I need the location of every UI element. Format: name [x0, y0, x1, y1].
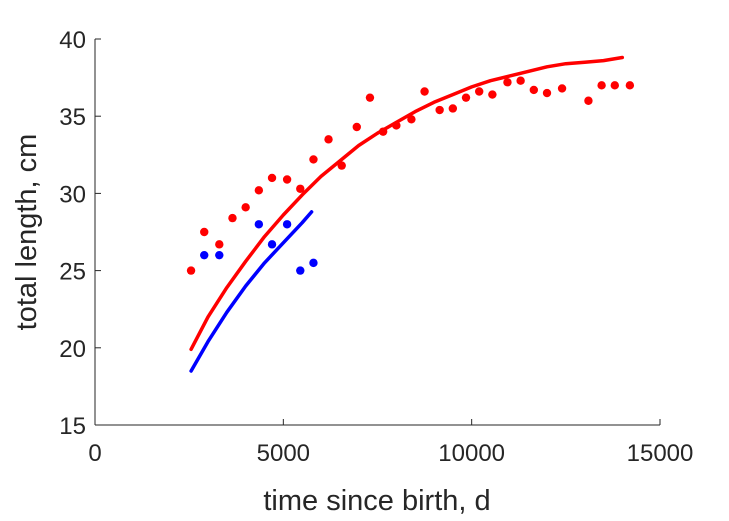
red-data-point — [241, 203, 250, 212]
blue-data-point — [296, 266, 305, 275]
blue-data-point — [215, 250, 224, 260]
red-data-point — [529, 85, 539, 95]
red-data-point — [186, 266, 196, 275]
y-tick-label: 15 — [59, 413, 86, 440]
red-data-point — [200, 227, 209, 237]
x-tick-label: 5000 — [257, 440, 310, 467]
red-data-point — [625, 81, 635, 90]
red-data-point — [254, 186, 264, 195]
x-ticks: 0 5000 10000 15000 — [88, 419, 693, 467]
red-data-point — [352, 122, 361, 132]
x-tick-label: 15000 — [627, 440, 694, 467]
y-tick-label: 20 — [59, 336, 86, 363]
red-data-point — [503, 78, 512, 87]
blue-data-point — [200, 250, 209, 260]
y-tick-label: 35 — [59, 104, 86, 131]
y-tick-label: 30 — [59, 181, 86, 208]
red-data-point — [392, 121, 401, 130]
red-data-point — [461, 93, 471, 102]
series-points — [186, 76, 635, 275]
red-data-point — [420, 87, 429, 96]
red-data-point — [557, 84, 567, 93]
red-data-point — [282, 175, 292, 184]
blue-data-point — [309, 258, 318, 268]
red-data-point — [584, 96, 593, 105]
red-data-point — [542, 88, 552, 98]
blue-fit-line — [189, 210, 314, 373]
red-data-point — [610, 81, 619, 90]
x-tick-label: 10000 — [438, 440, 505, 467]
blue-data-point — [254, 220, 264, 229]
red-data-point — [296, 184, 305, 193]
x-axis-label: time since birth, d — [263, 485, 490, 517]
y-tick-label: 25 — [59, 259, 86, 286]
red-data-point — [435, 105, 444, 115]
red-data-point — [475, 87, 484, 96]
red-data-point — [215, 240, 224, 249]
red-data-point — [337, 161, 346, 170]
red-data-point — [597, 81, 606, 90]
blue-data-point — [282, 220, 292, 229]
red-data-point — [267, 173, 277, 183]
blue-data-point — [267, 240, 277, 249]
series-lines — [189, 55, 625, 373]
red-data-point — [324, 135, 333, 144]
red-data-point — [378, 127, 388, 136]
red-data-point — [309, 155, 318, 164]
red-data-point — [407, 115, 416, 124]
y-tick-label: 40 — [59, 27, 86, 54]
x-tick-label: 0 — [88, 440, 101, 467]
red-data-point — [228, 213, 237, 223]
red-fit-line — [189, 55, 625, 352]
red-data-point — [365, 93, 375, 102]
red-data-point — [488, 90, 497, 99]
y-axis-label: total length, cm — [11, 134, 43, 331]
red-data-point — [448, 104, 458, 113]
y-ticks: 15 20 25 30 35 40 — [59, 27, 101, 440]
red-data-point — [516, 76, 525, 85]
axes — [94, 39, 660, 426]
